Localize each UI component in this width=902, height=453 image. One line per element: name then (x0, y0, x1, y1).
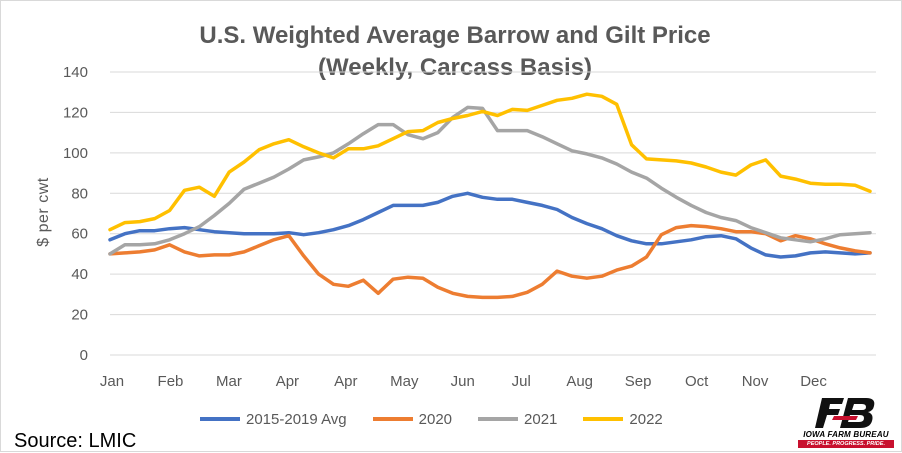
legend-swatch (372, 417, 413, 421)
series-line-3 (108, 92, 872, 232)
y-tick-label: 140 (63, 64, 88, 81)
y-tick-label: 40 (71, 266, 88, 283)
x-tick-label: Mar (216, 373, 242, 390)
legend-item-1: 2020 (372, 410, 453, 428)
legend-swatch (583, 417, 624, 421)
x-tick-label: Sep (625, 373, 652, 390)
x-tick-label: Feb (158, 373, 184, 390)
x-tick-label: May (390, 373, 419, 390)
x-tick-label: Jul (512, 373, 531, 390)
x-tick-label: Jan (100, 373, 124, 390)
legend-label: 2020 (418, 410, 453, 428)
legend-item-2: 2021 (478, 411, 557, 428)
x-tick-label: Apr (276, 373, 299, 390)
x-tick-label: Dec (800, 373, 827, 390)
logo-name: IOWA FARM BUREAU (803, 430, 889, 439)
gridlines (110, 71, 876, 356)
logo-tagline: PEOPLE. PROGRESS. PRIDE. (798, 440, 894, 448)
x-axis-ticks: Jan Feb Mar Apr Apr May Jun Jul Aug Sep Oct Nov Dec (100, 373, 827, 390)
legend-label: 2022 (629, 410, 663, 428)
iowa-farm-bureau-logo: IOWA FARM BUREAU PEOPLE. PROGRESS. PRIDE… (796, 396, 896, 448)
legend: 2015-2019 Avg 2020 2021 2022 (200, 408, 663, 430)
legend-label: 2021 (524, 410, 558, 428)
chart-subtitle: (Weekly, Carcass Basis) (318, 54, 592, 81)
legend-item-3: 2022 (583, 410, 663, 428)
legend-item-0: 2015-2019 Avg (200, 411, 347, 428)
x-tick-label: Aug (566, 373, 593, 390)
y-tick-label: 20 (71, 307, 88, 324)
legend-label: 2015-2019 Avg (246, 410, 347, 428)
y-tick-label: 0 (80, 347, 88, 364)
chart-title: U.S. Weighted Average Barrow and Gilt Pr… (199, 22, 711, 49)
y-tick-label: 100 (63, 145, 88, 162)
source-note: Source: LMIC (14, 430, 137, 452)
y-tick-label: 80 (71, 185, 88, 202)
x-tick-label: Jun (451, 373, 475, 390)
legend-swatch (478, 417, 519, 421)
fb-logo-icon (815, 398, 875, 428)
y-axis-label: $ per cwt (35, 177, 52, 246)
series-line-2 (108, 105, 872, 256)
series-lines (108, 92, 872, 300)
chart-title-block: U.S. Weighted Average Barrow and Gilt Pr… (90, 20, 820, 84)
y-tick-label: 120 (63, 104, 88, 121)
x-tick-label: Apr (334, 373, 357, 390)
series-line-0 (108, 191, 872, 259)
x-tick-label: Oct (685, 373, 709, 390)
legend-swatch (200, 417, 240, 421)
series-line-1 (108, 223, 872, 300)
y-tick-label: 60 (71, 226, 88, 243)
y-axis-ticks: 0 20 40 60 80 100 120 140 (63, 64, 88, 364)
x-tick-label: Nov (742, 373, 769, 390)
